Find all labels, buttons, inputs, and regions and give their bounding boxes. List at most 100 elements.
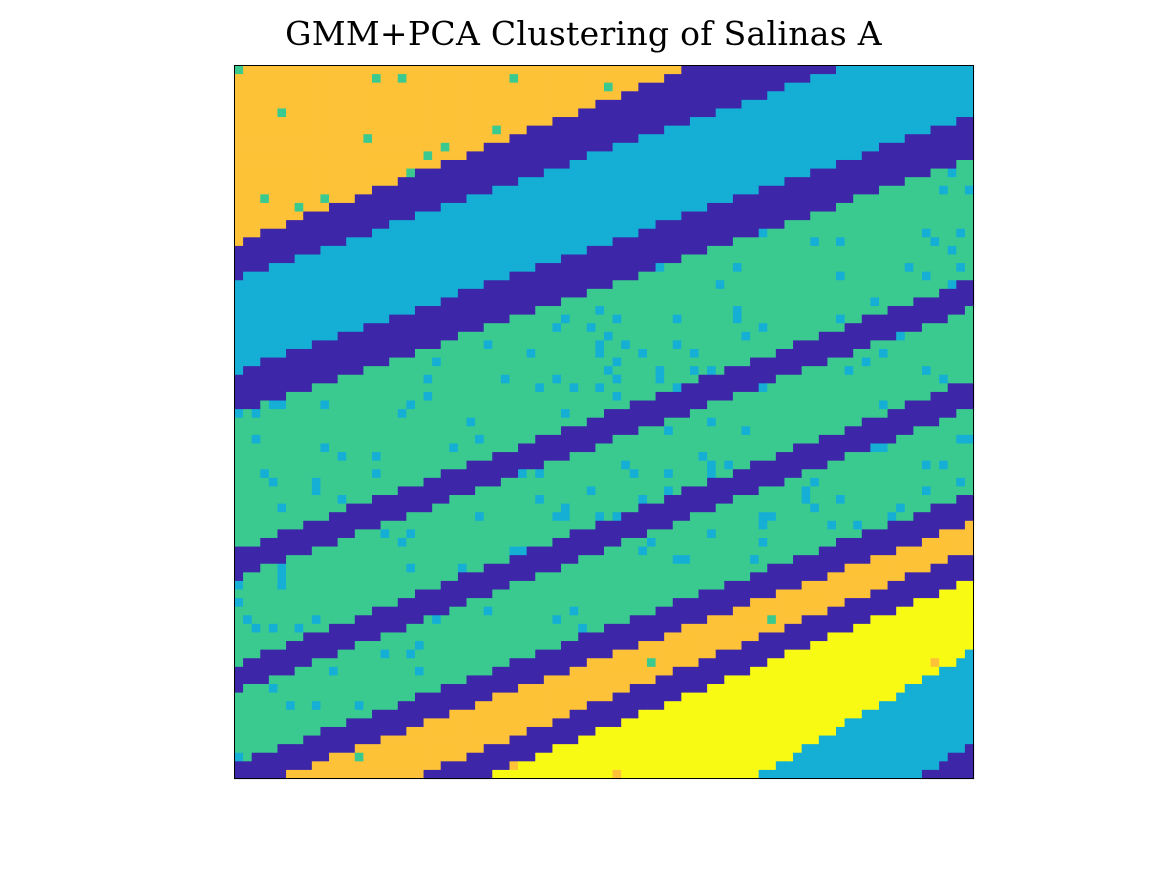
heatmap-cell (672, 391, 682, 402)
heatmap-cell (870, 228, 880, 238)
heatmap-cell (913, 142, 923, 152)
heatmap-cell (904, 374, 914, 384)
heatmap-cell (689, 263, 700, 273)
heatmap-cell (354, 177, 364, 187)
heatmap-cell (286, 288, 296, 299)
heatmap-cell (483, 254, 493, 264)
heatmap-cell (535, 108, 545, 118)
heatmap-cell (964, 417, 975, 427)
heatmap-cell (286, 280, 296, 290)
heatmap-cell (956, 366, 966, 376)
heatmap-cell (947, 391, 957, 402)
heatmap-cell (604, 168, 614, 178)
heatmap-cell (354, 297, 364, 307)
heatmap-cell (518, 185, 528, 195)
heatmap-cell (303, 529, 313, 539)
heatmap-cell (887, 211, 897, 221)
heatmap-cell (629, 546, 639, 556)
heatmap-cell (457, 400, 468, 410)
heatmap-cell (672, 263, 682, 273)
heatmap-cell (836, 391, 846, 402)
heatmap-cell (750, 340, 760, 350)
heatmap-cell (303, 254, 313, 264)
heatmap-cell (921, 314, 932, 324)
heatmap-cell (896, 125, 906, 135)
heatmap-cell (801, 177, 811, 187)
heatmap-cell (793, 417, 803, 427)
heatmap-cell (320, 512, 330, 522)
heatmap-cell (810, 426, 820, 436)
heatmap-cell (535, 65, 545, 75)
heatmap-cell (698, 409, 708, 419)
heatmap-cell (784, 245, 794, 256)
heatmap-cell (681, 280, 691, 290)
heatmap-cell (646, 434, 657, 445)
heatmap-cell (801, 512, 811, 522)
heatmap-cell (449, 142, 459, 152)
heatmap-cell (921, 245, 932, 256)
heatmap-cell (964, 366, 975, 376)
heatmap-cell (672, 117, 682, 127)
heatmap-cell (947, 220, 957, 230)
heatmap-cell (294, 168, 304, 178)
heatmap-cell (887, 185, 897, 195)
heatmap-cell (913, 409, 923, 419)
heatmap-cell (311, 194, 322, 204)
heatmap-cell (552, 348, 562, 359)
heatmap-cell (818, 65, 829, 75)
heatmap-cell (930, 220, 940, 230)
heatmap-cell (535, 357, 545, 367)
heatmap-cell (535, 185, 545, 195)
heatmap-cell (836, 426, 846, 436)
heatmap-cell (638, 220, 648, 230)
heatmap-cell (947, 529, 957, 539)
heatmap-cell (646, 306, 657, 316)
heatmap-cell (526, 486, 536, 496)
heatmap-cell (913, 537, 923, 548)
heatmap-cell (853, 159, 863, 170)
heatmap-cell (621, 99, 631, 110)
heatmap-cell (939, 546, 949, 556)
heatmap-cell (836, 443, 846, 453)
heatmap-cell (784, 434, 794, 445)
heatmap-cell (518, 288, 528, 299)
heatmap-cell (878, 245, 889, 256)
heatmap-cell (535, 546, 545, 556)
heatmap-cell (698, 495, 708, 505)
heatmap-cell (681, 477, 691, 488)
heatmap-cell (836, 297, 846, 307)
heatmap-cell (964, 537, 975, 548)
heatmap-cell (337, 306, 347, 316)
heatmap-cell (234, 529, 244, 539)
heatmap-cell (896, 65, 906, 75)
heatmap-cell (896, 177, 906, 187)
heatmap-cell (655, 297, 665, 307)
heatmap-cell (397, 546, 407, 556)
heatmap-cell (810, 460, 820, 470)
heatmap-cell (629, 263, 639, 273)
heatmap-cell (432, 409, 442, 419)
heatmap-cell (371, 434, 382, 445)
heatmap-cell (595, 469, 605, 479)
heatmap-cell (836, 125, 846, 135)
heatmap-cell (371, 503, 382, 513)
heatmap-cell (526, 495, 536, 505)
heatmap-cell (913, 151, 923, 161)
heatmap-cell (518, 306, 528, 316)
heatmap-cell (535, 486, 545, 496)
heatmap-cell (621, 263, 631, 273)
heatmap-cell (939, 74, 949, 84)
heatmap-cell (475, 323, 485, 333)
heatmap-cell (964, 271, 975, 281)
heatmap-cell (578, 65, 588, 75)
heatmap-cell (767, 297, 777, 307)
heatmap-cell (681, 495, 691, 505)
heatmap-cell (294, 245, 304, 256)
heatmap-cell (354, 469, 364, 479)
heatmap-cell (552, 134, 562, 144)
heatmap-cell (913, 366, 923, 376)
heatmap-cell (509, 409, 519, 419)
heatmap-cell (277, 177, 287, 187)
heatmap-cell (604, 280, 614, 290)
heatmap-cell (913, 460, 923, 470)
